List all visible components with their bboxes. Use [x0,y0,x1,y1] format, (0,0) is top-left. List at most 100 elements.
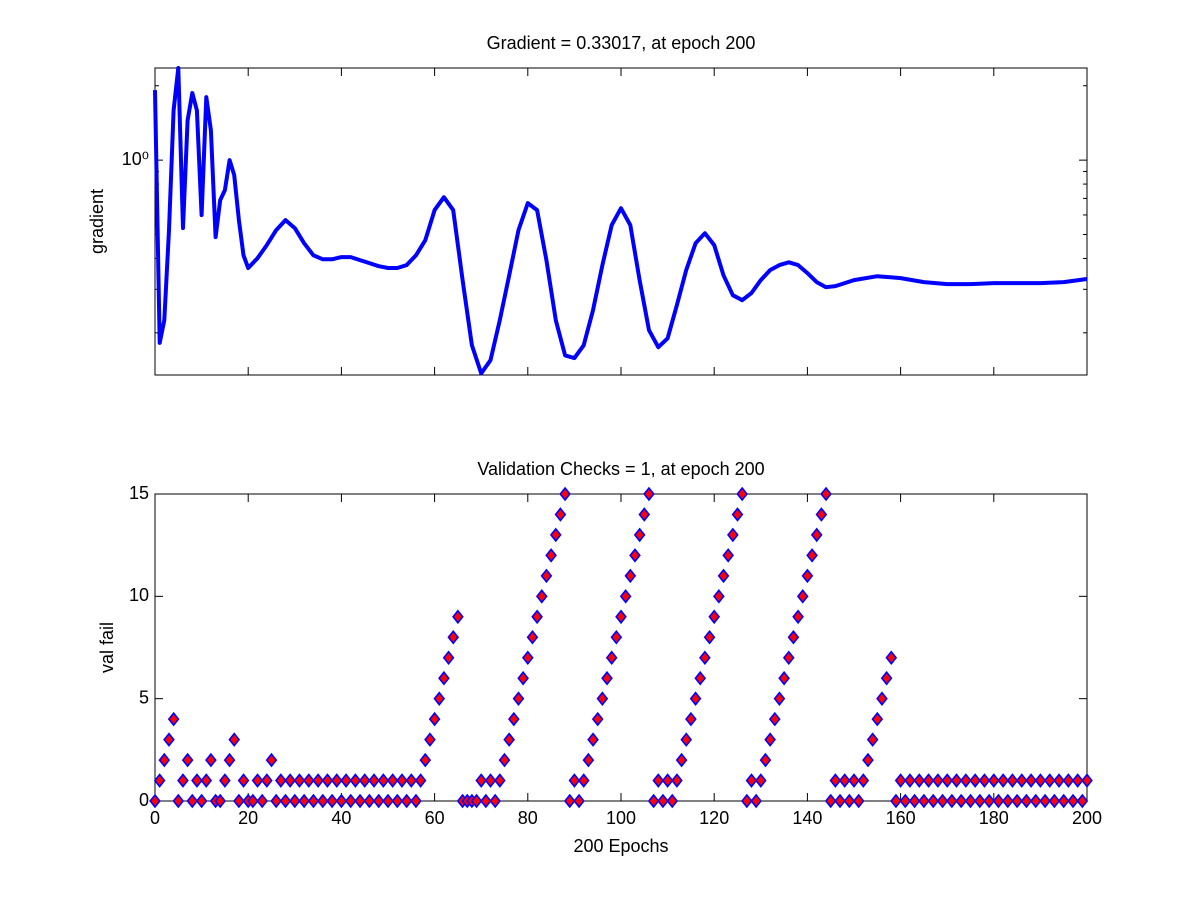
marker [559,486,571,502]
marker [754,773,767,788]
marker [899,793,912,809]
x-tick-label: 40 [331,808,351,828]
marker [507,711,520,727]
marker [228,732,241,747]
marker [517,670,529,686]
marker [1053,773,1065,788]
marker [671,773,683,788]
marker [750,793,762,809]
marker [932,773,944,788]
marker [363,793,376,809]
marker [270,793,282,809]
marker [265,752,278,768]
marker [396,773,408,788]
marker [326,793,338,809]
marker [946,793,958,809]
marker [1076,793,1089,809]
marker [293,773,306,788]
marker [680,732,693,747]
marker [386,773,399,788]
marker [1048,793,1061,809]
marker [624,568,637,584]
marker [494,773,506,788]
x-tick-label: 200 [1072,808,1102,828]
marker [708,609,721,625]
marker [247,793,259,809]
marker [298,793,310,809]
marker [475,773,488,788]
marker [410,793,422,809]
marker [936,793,949,809]
marker [722,548,735,563]
marker [177,773,189,788]
marker [796,589,809,604]
chart-title: Validation Checks = 1, at epoch 200 [477,459,764,479]
x-tick-label: 140 [792,808,822,828]
marker [484,773,497,788]
marker [829,773,842,788]
marker [661,773,674,788]
marker [1071,773,1084,788]
marker [214,793,227,809]
marker [233,793,245,809]
x-tick-label: 100 [606,808,636,828]
marker [573,793,585,809]
marker [503,732,515,747]
marker [941,773,954,788]
marker [992,793,1005,809]
marker [699,650,711,666]
marker [349,773,362,788]
x-tick-label: 0 [150,808,160,828]
marker [834,793,846,809]
x-tick-label: 120 [699,808,729,828]
marker [237,773,250,788]
marker [251,773,264,788]
marker [368,773,380,788]
marker [577,773,590,788]
marker [633,527,646,543]
marker [731,507,744,522]
marker [400,793,413,809]
marker [987,773,1000,788]
y-tick-label: 5 [139,687,149,707]
marker [801,568,814,584]
marker [447,629,460,645]
marker [186,793,199,809]
marker [391,793,404,809]
marker [167,711,180,727]
marker [601,670,613,686]
marker [848,773,860,788]
marker [782,650,795,666]
marker [1062,773,1075,788]
marker [414,773,427,788]
marker [843,793,856,809]
marker [591,711,604,727]
marker [908,793,921,809]
marker [1039,793,1051,809]
marker [894,773,907,788]
marker [312,773,324,788]
marker [181,752,194,768]
marker [344,793,357,809]
marker [857,773,870,788]
marker [815,507,828,522]
marker [787,629,800,645]
marker [727,527,739,543]
marker [596,691,609,706]
marker [927,793,940,809]
marker [745,773,758,788]
y-tick-label: 0 [139,790,149,810]
marker [960,773,972,788]
marker [307,793,320,809]
marker [764,732,776,747]
y-tick-label: 15 [129,483,149,503]
marker [372,793,385,809]
marker [1034,773,1047,788]
marker [563,793,576,809]
marker [824,793,837,809]
marker [973,793,986,809]
marker [880,670,893,686]
marker [1029,793,1042,809]
marker [736,486,748,502]
marker [256,793,269,809]
